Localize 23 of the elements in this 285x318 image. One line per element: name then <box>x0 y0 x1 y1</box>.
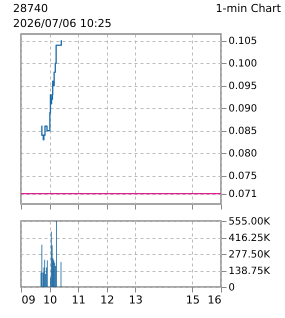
y-tick-label: 0.090 <box>228 104 258 115</box>
x-tick-label: 11 <box>72 294 86 306</box>
text: 1-min Chart <box>216 2 282 15</box>
y-tick-label: 416.25K <box>228 233 270 244</box>
x-tick-label: 15 <box>186 294 200 306</box>
y-tick-label: 0.105 <box>228 36 258 48</box>
y-tick-label: 555.00K <box>228 216 270 228</box>
y-tick-label: 0.100 <box>228 58 258 70</box>
chart-subtitle: 2026/07/06 10:25 <box>13 17 112 30</box>
chart-title: 28740 <box>13 2 48 15</box>
y-tick-label: 0.080 <box>228 148 258 160</box>
y-tick-label: 0.095 <box>228 81 258 92</box>
x-tick-label: 12 <box>100 294 114 306</box>
x-tick-label: 10 <box>43 294 58 306</box>
y-tick-label: 0.085 <box>228 126 258 138</box>
y-tick-label: 0.075 <box>228 171 258 182</box>
x-tick-label: 09 <box>22 294 36 306</box>
y-tick-label: 277.50K <box>228 250 270 260</box>
y-tick-label: 0 <box>228 282 235 294</box>
x-tick-label: 16 <box>208 294 222 306</box>
y-tick-label: 0.071 <box>228 189 258 200</box>
x-tick-label: 13 <box>128 294 143 306</box>
y-tick-label: 138.75K <box>228 266 270 277</box>
